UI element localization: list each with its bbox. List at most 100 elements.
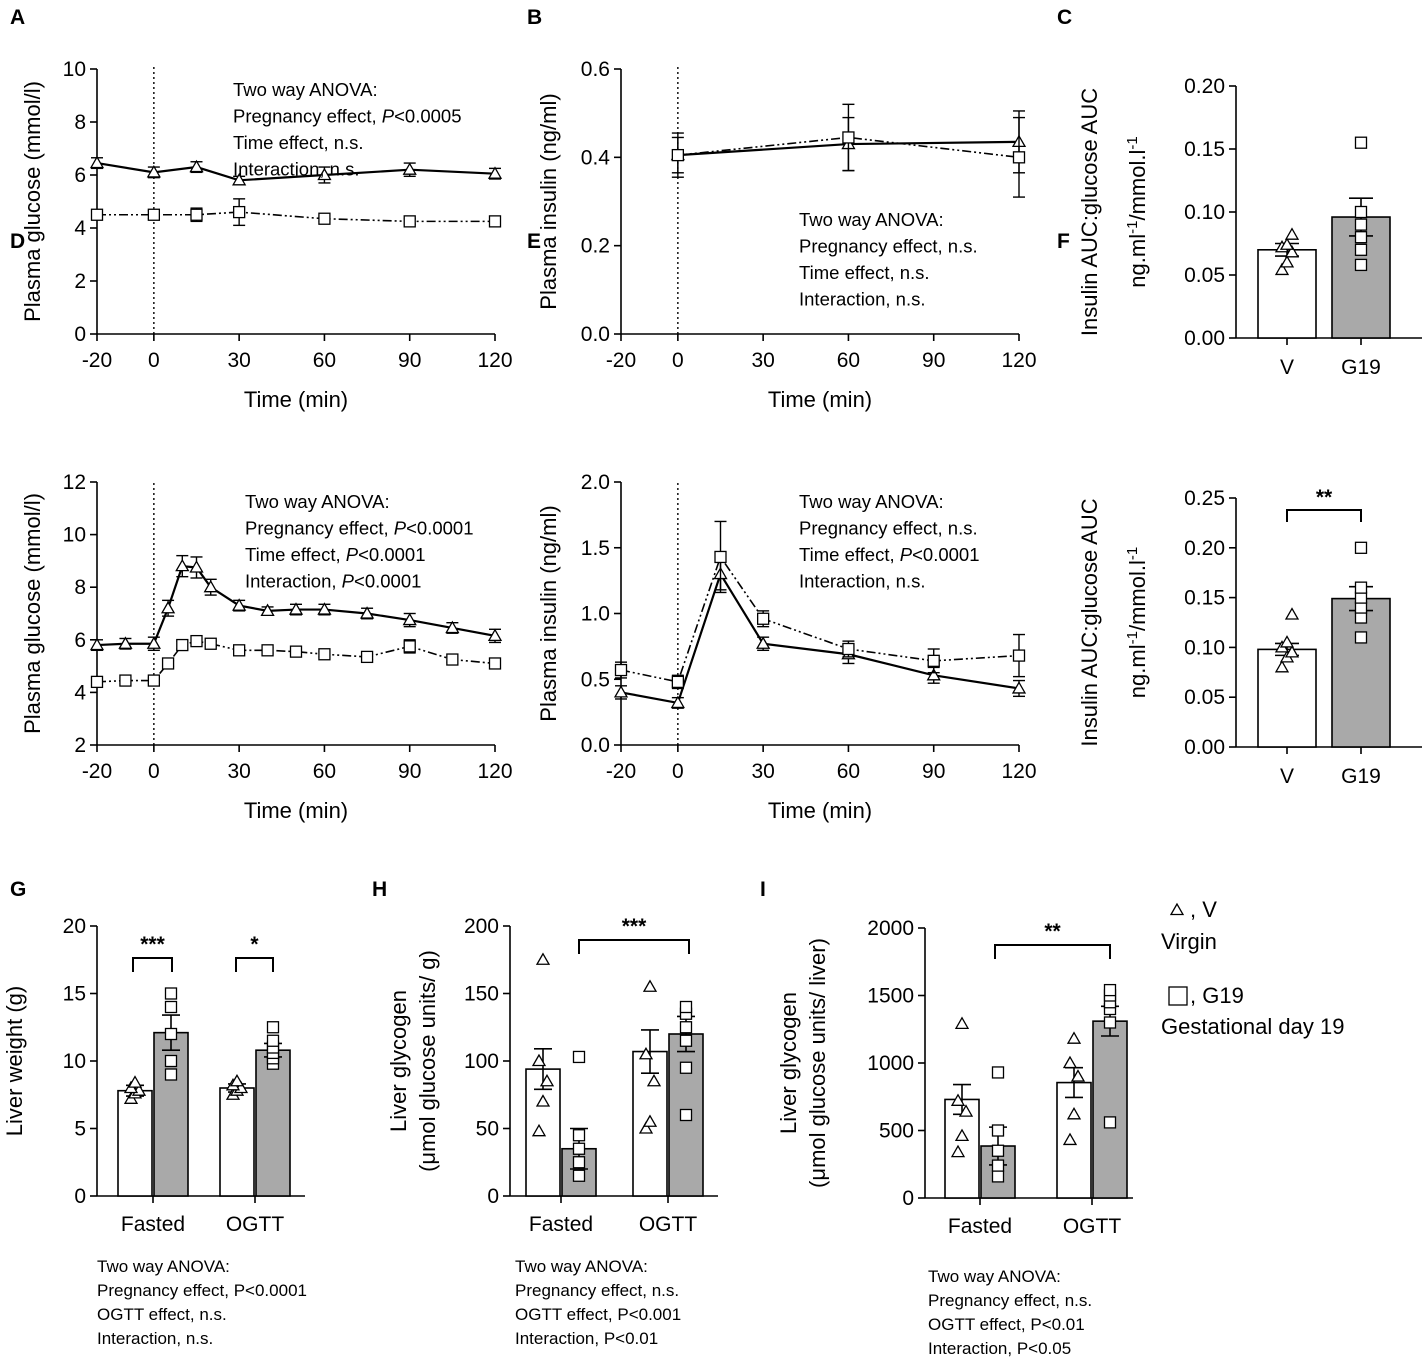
x-tick-label-D: 30 [227, 760, 250, 783]
data-point-G19-D [232, 644, 246, 657]
y-axis-title-F: Insulin AUC:glucose AUC [1077, 498, 1102, 746]
data-point-G19-H [572, 1142, 586, 1155]
data-point-V-I [958, 1104, 974, 1117]
anova-annotation-E: Interaction, n.s. [799, 571, 925, 592]
data-point-G19-G [164, 987, 178, 1000]
x-tick-label-F: G19 [1341, 765, 1381, 788]
anova-annotation-I: Two way ANOVA: [928, 1267, 1061, 1286]
data-point-G19-I [991, 1170, 1005, 1183]
series-G19-B [671, 103, 1026, 198]
y-tick-label-D: 12 [63, 471, 86, 494]
y-tick-label-H: 150 [464, 983, 499, 1006]
data-point-G19-H [572, 1129, 586, 1142]
data-point-V-D [445, 620, 460, 634]
anova-annotation-H: Pregnancy effect, n.s. [515, 1281, 679, 1300]
x-tick-label-C: G19 [1341, 356, 1381, 379]
data-point-G19-E [756, 612, 770, 625]
data-point-V-H [531, 1053, 547, 1067]
y-tick-label-H: 100 [464, 1050, 499, 1073]
x-tick-label-G: Fasted [121, 1213, 185, 1236]
data-point-V-H [535, 952, 551, 965]
data-point-V-E [613, 685, 629, 698]
data-point-V-A [487, 166, 503, 179]
x-tick-label-D: 0 [148, 760, 160, 783]
data-point-G19-I [991, 1066, 1005, 1079]
y-axis-title-B: Plasma insulin (ng/ml) [536, 93, 561, 309]
data-point-G19-H [679, 1021, 693, 1034]
data-point-G19-G [266, 1021, 280, 1034]
y-tick-label-F: 0.20 [1184, 537, 1225, 560]
data-point-G19-D [204, 637, 217, 650]
data-point-G19-I [991, 1159, 1005, 1172]
anova-annotation-A: Two way ANOVA: [233, 79, 378, 100]
bar-group-OGTT-G19-G [255, 1021, 291, 1197]
y-tick-label-G: 20 [63, 915, 86, 938]
data-point-V-I [954, 1016, 970, 1029]
y-tick-label-C: 0.00 [1184, 327, 1225, 350]
data-point-V-C [1274, 262, 1290, 276]
x-tick-label-E: 0 [672, 760, 684, 783]
y-tick-label-I: 2000 [867, 917, 914, 940]
bar-group-G19-F [1331, 541, 1391, 748]
y-tick-label-E: 0.5 [581, 668, 610, 691]
y-tick-label-I: 1000 [867, 1052, 914, 1075]
y-tick-label-A: 2 [74, 270, 86, 293]
bar-group-OGTT-V-G [219, 1073, 255, 1197]
data-point-G19-H [679, 1108, 693, 1122]
bar-group-OGTT-G19-I [1092, 983, 1128, 1199]
anova-annotation-H: Two way ANOVA: [515, 1257, 648, 1276]
y-tick-label-I: 0 [902, 1187, 914, 1210]
anova-annotation-H: OGTT effect, P<0.001 [515, 1305, 681, 1324]
data-point-V-H [642, 1114, 658, 1127]
data-point-V-I [950, 1144, 966, 1158]
y-tick-label-C: 0.05 [1184, 264, 1225, 287]
bar-group-Fasted-V-G [117, 1075, 153, 1197]
legend-g19-marker-icon [1168, 986, 1188, 1006]
anova-annotation-D: Time effect, P<0.0001 [245, 544, 426, 565]
anova-annotation-B: Two way ANOVA: [799, 209, 944, 230]
data-point-G19-A [147, 208, 161, 221]
data-point-G19-G [164, 1054, 178, 1068]
bar-group-OGTT-G19-H [668, 1000, 704, 1197]
data-point-V-D [317, 602, 332, 615]
data-point-G19-I [991, 1144, 1005, 1157]
y-tick-label-C: 0.20 [1184, 75, 1225, 98]
data-point-V-C [1279, 255, 1295, 268]
x-tick-label-D: 90 [398, 760, 421, 783]
y-tick-label-F: 0.10 [1184, 636, 1225, 659]
y-tick-label-D: 4 [74, 681, 86, 704]
anova-annotation-A: Pregnancy effect, P<0.0005 [233, 106, 462, 127]
y-axis-title-D: Plasma glucose (mmol/l) [20, 493, 45, 734]
y-tick-label-F: 0.00 [1184, 736, 1225, 759]
y-tick-label-D: 6 [74, 629, 86, 652]
anova-annotation-G: Two way ANOVA: [97, 1257, 230, 1276]
data-point-V-D [146, 636, 161, 649]
y-tick-label-A: 6 [74, 164, 86, 187]
anova-annotation-B: Pregnancy effect, n.s. [799, 236, 978, 257]
data-point-G19-B [1012, 151, 1026, 164]
y-axis-title-C: Insulin AUC:glucose AUC [1077, 88, 1102, 336]
significance-bracket-I [994, 944, 1111, 959]
data-point-V-D [487, 628, 503, 642]
significance-bracket-H [578, 939, 690, 954]
legend-v-marker-icon [1169, 902, 1185, 916]
data-point-G19-C [1354, 231, 1368, 244]
data-point-G19-H [572, 1156, 586, 1169]
data-point-G19-C [1354, 258, 1368, 272]
y-axis-title-G: Liver weight (g) [2, 986, 27, 1136]
y-tick-label-E: 2.0 [581, 471, 610, 494]
bar-group-Fasted-G19-I [980, 1066, 1016, 1199]
data-point-G19-H [679, 1000, 693, 1014]
y-tick-label-G: 5 [74, 1118, 86, 1141]
y-axis-unit-F: ng.ml-1/mmol.l-1 [1124, 547, 1151, 698]
bar-V-F [1257, 648, 1317, 748]
x-tick-label-B: 120 [1001, 349, 1036, 372]
data-point-G19-D [261, 644, 274, 657]
anova-annotation-E: Two way ANOVA: [799, 491, 944, 512]
anova-annotation-I: Interaction, P<0.05 [928, 1339, 1071, 1357]
data-point-G19-D [289, 645, 303, 658]
significance-stars-G: *** [140, 933, 165, 956]
y-tick-label-I: 500 [879, 1120, 914, 1143]
data-point-G19-F [1354, 631, 1368, 644]
anova-annotation-D: Two way ANOVA: [245, 491, 390, 512]
